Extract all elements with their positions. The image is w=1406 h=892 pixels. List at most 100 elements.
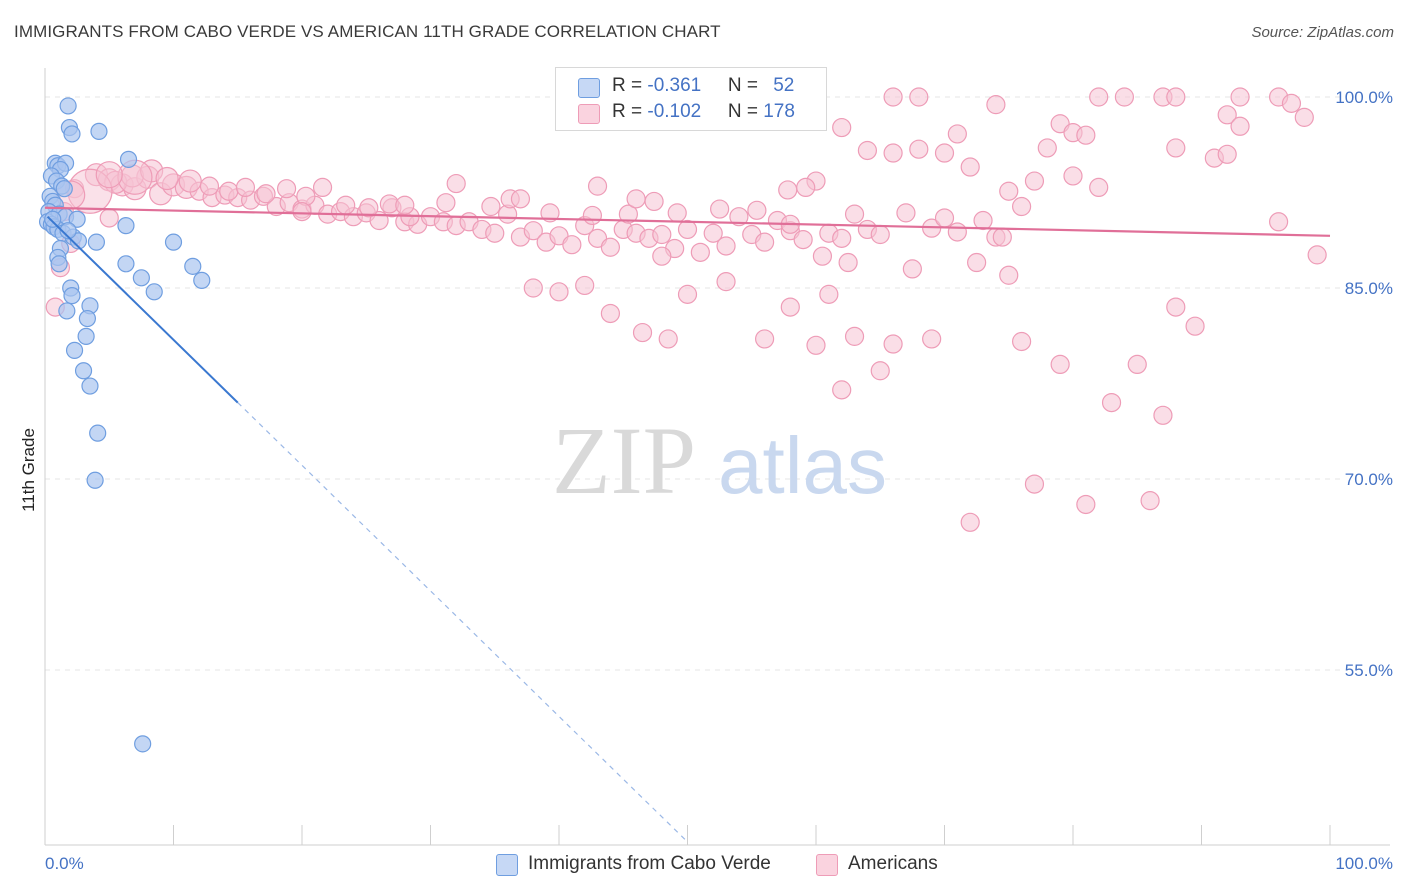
cabo-verde-point bbox=[117, 255, 135, 273]
americans-point bbox=[1024, 474, 1045, 494]
americans-point bbox=[1037, 138, 1057, 158]
cabo-verde-point bbox=[69, 232, 88, 250]
cabo-verde-trend-line bbox=[46, 215, 239, 404]
americans-point bbox=[523, 221, 543, 241]
americans-point bbox=[832, 228, 852, 248]
cabo-verde-point bbox=[63, 125, 81, 143]
americans-point bbox=[1140, 491, 1160, 511]
americans-point bbox=[883, 334, 903, 354]
americans-point bbox=[1268, 212, 1289, 232]
americans-point bbox=[1153, 405, 1173, 425]
legend-r-value: -0.361 bbox=[647, 75, 702, 96]
cabo-verde-point bbox=[59, 222, 77, 240]
americans-point bbox=[1185, 316, 1205, 336]
americans-point bbox=[703, 223, 723, 243]
americans-point bbox=[618, 204, 638, 224]
americans-point bbox=[967, 252, 987, 273]
americans-point bbox=[1101, 393, 1122, 413]
americans-point bbox=[1307, 245, 1327, 265]
americans-point bbox=[973, 210, 993, 231]
americans-point bbox=[902, 259, 922, 279]
americans-point bbox=[510, 189, 531, 209]
americans-point bbox=[934, 208, 955, 228]
legend-r-label: R = bbox=[612, 75, 648, 96]
americans-point bbox=[1166, 138, 1186, 158]
legend-swatch-pink bbox=[578, 104, 600, 124]
americans-point bbox=[747, 200, 767, 220]
americans-point bbox=[1294, 107, 1314, 127]
americans-point bbox=[832, 117, 852, 138]
watermark-atlas: atlas bbox=[718, 421, 887, 510]
cabo-verde-point bbox=[184, 257, 202, 275]
americans-point bbox=[857, 140, 878, 161]
americans-point bbox=[677, 284, 698, 304]
americans-point bbox=[796, 177, 816, 198]
chart-source: Source: ZipAtlas.com bbox=[1251, 24, 1394, 41]
americans-point bbox=[575, 275, 595, 296]
legend-n-label: N = bbox=[727, 101, 764, 122]
americans-point-large bbox=[95, 161, 123, 189]
americans-point bbox=[446, 173, 466, 194]
cabo-verde-point bbox=[68, 210, 86, 228]
americans-point bbox=[1217, 144, 1237, 164]
americans-point bbox=[1050, 354, 1070, 374]
x-tick-label: 100.0% bbox=[1335, 854, 1393, 873]
legend-swatch-pink bbox=[816, 854, 838, 876]
americans-point bbox=[99, 208, 119, 228]
legend-label-americans: Americans bbox=[848, 853, 938, 874]
cabo-verde-point bbox=[86, 471, 104, 489]
cabo-verde-point bbox=[117, 217, 135, 235]
americans-point bbox=[1230, 87, 1250, 107]
legend-swatch-blue bbox=[578, 78, 600, 98]
americans-point bbox=[986, 95, 1006, 115]
americans-point bbox=[155, 166, 179, 191]
cabo-verde-point bbox=[50, 255, 68, 273]
americans-point bbox=[1166, 87, 1186, 107]
cabo-verde-point bbox=[78, 309, 97, 328]
legend-r-label: R = bbox=[612, 101, 648, 122]
americans-point bbox=[1089, 87, 1109, 107]
americans-point bbox=[652, 224, 672, 245]
tick-labels: 55.0% 70.0% 85.0% 100.0% 0.0% 100.0% bbox=[45, 88, 1393, 873]
americans-point bbox=[658, 329, 678, 349]
y-tick-label: 55.0% bbox=[1345, 661, 1393, 680]
cabo-verde-point bbox=[193, 271, 211, 289]
americans-point bbox=[844, 204, 865, 224]
legend-label-cabo-verde: Immigrants from Cabo Verde bbox=[528, 853, 771, 874]
cabo-verde-point bbox=[89, 424, 107, 442]
americans-point bbox=[883, 143, 903, 163]
americans-point bbox=[832, 380, 852, 400]
chart-title: IMMIGRANTS FROM CABO VERDE VS AMERICAN 1… bbox=[14, 22, 721, 41]
cabo-verde-point bbox=[77, 327, 95, 345]
americans-point bbox=[256, 184, 276, 204]
americans-point bbox=[896, 203, 916, 223]
americans-point bbox=[819, 284, 839, 304]
americans-point bbox=[947, 124, 967, 144]
americans-point bbox=[1127, 354, 1147, 374]
cabo-verde-point bbox=[87, 233, 106, 251]
americans-trend-line bbox=[44, 206, 1331, 237]
americans-point bbox=[199, 176, 220, 196]
americans-point bbox=[999, 265, 1019, 285]
correlation-legend: R = -0.361 N = 52 R = -0.102 N = 178 bbox=[555, 67, 827, 131]
americans-point bbox=[540, 203, 560, 223]
cabo-verde-point bbox=[145, 283, 163, 301]
cabo-verde-point bbox=[74, 362, 93, 380]
americans-point bbox=[1281, 93, 1302, 113]
americans-point bbox=[922, 329, 942, 349]
americans-point bbox=[667, 203, 687, 223]
americans-point bbox=[652, 246, 672, 266]
americans-point bbox=[870, 361, 890, 381]
americans-point bbox=[600, 237, 621, 257]
americans-point bbox=[632, 322, 653, 343]
watermark: ZIP atlas bbox=[552, 407, 887, 514]
americans-point bbox=[960, 512, 980, 532]
americans-point bbox=[870, 224, 890, 245]
americans-point bbox=[883, 87, 903, 107]
americans-point bbox=[523, 278, 543, 298]
cabo-verde-trend-extension bbox=[237, 402, 688, 843]
americans-point bbox=[587, 176, 608, 196]
legend-swatch-blue bbox=[496, 854, 518, 876]
americans-point bbox=[716, 236, 736, 256]
americans-point bbox=[778, 180, 798, 200]
